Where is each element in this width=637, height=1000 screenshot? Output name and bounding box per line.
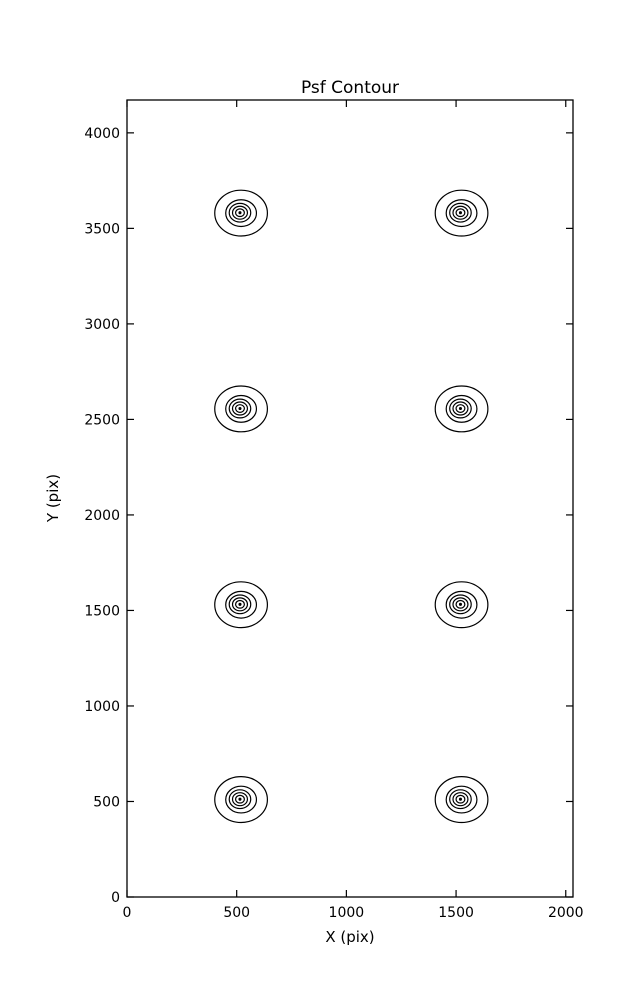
contour-cluster — [434, 776, 489, 824]
contour-ring — [445, 394, 478, 423]
psf-core-dot — [458, 406, 462, 411]
y-tick-label: 500 — [93, 794, 120, 810]
y-tick-label: 1500 — [84, 603, 120, 619]
contour-ring — [234, 404, 245, 413]
contour-cluster — [214, 189, 269, 237]
psf-core-dot — [238, 602, 242, 606]
contour-ring — [449, 202, 472, 223]
contour-ring — [231, 597, 249, 612]
y-tick-label: 0 — [111, 890, 120, 906]
contour-ring — [225, 394, 258, 423]
y-tick-label: 4000 — [84, 126, 120, 142]
psf-core-dot — [458, 211, 462, 215]
contour-ring — [231, 401, 249, 416]
contour-ring — [228, 789, 252, 810]
contour-ring — [434, 385, 489, 433]
y-tick-label: 1000 — [84, 699, 120, 715]
contour-ring — [445, 199, 478, 228]
contour-ring — [434, 776, 489, 824]
contour-ring — [434, 581, 489, 629]
contour-ring — [225, 590, 258, 619]
x-tick-label: 2000 — [548, 905, 584, 921]
y-tick-label: 3000 — [84, 317, 120, 333]
x-tick-label: 1500 — [438, 905, 474, 921]
contour-cluster — [434, 581, 489, 629]
contour-ring — [228, 594, 252, 615]
x-tick-label: 0 — [123, 905, 132, 921]
contour-ring — [214, 385, 269, 433]
contour-ring — [449, 789, 472, 810]
psf-core-dot — [238, 406, 242, 411]
contour-cluster — [214, 776, 269, 824]
contour-ring — [455, 599, 466, 609]
axis-ticks: 0 500 1000 1500 2000 0 500 1000 1500 2000 2500 3000… — [84, 100, 584, 921]
contour-ring — [234, 208, 245, 218]
contour-ring — [452, 401, 469, 416]
y-tick-label: 2500 — [84, 412, 120, 428]
contour-ring — [214, 189, 269, 237]
y-axis-label: Y (pix) — [44, 474, 62, 523]
contour-ring — [228, 202, 252, 223]
contour-ring — [452, 792, 469, 807]
contour-ring — [225, 785, 258, 814]
contour-ring — [234, 599, 245, 609]
psf-core-dot — [238, 211, 242, 215]
contour-ring — [445, 785, 478, 814]
contour-cluster — [214, 581, 269, 629]
y-tick-label: 2000 — [84, 508, 120, 524]
plot-title: Psf Contour — [301, 78, 399, 98]
contour-ring — [434, 189, 489, 237]
x-tick-label: 1000 — [329, 905, 365, 921]
plot-frame — [126, 99, 574, 898]
contour-ring — [452, 597, 469, 612]
contour-ring — [455, 208, 466, 218]
contour-ring — [455, 404, 466, 413]
psf-core-dot — [238, 797, 242, 801]
contour-ring — [449, 398, 472, 419]
contour-cluster — [434, 385, 489, 433]
contour-ring — [214, 776, 269, 824]
contour-ring — [234, 794, 245, 804]
contour-ring — [214, 581, 269, 629]
contour-ring — [455, 794, 466, 804]
contour-ring — [231, 792, 249, 807]
psf-core-dot — [458, 797, 462, 801]
contour-clusters — [214, 189, 489, 824]
contour-ring — [452, 205, 469, 220]
contour-ring — [449, 594, 472, 615]
contour-ring — [445, 590, 478, 619]
contour-ring — [231, 205, 249, 220]
psf-core-dot — [458, 602, 462, 606]
x-axis-label: X (pix) — [325, 928, 374, 946]
x-tick-label: 500 — [223, 905, 250, 921]
contour-ring — [225, 199, 258, 228]
contour-cluster — [434, 189, 489, 237]
contour-ring — [228, 398, 252, 419]
y-tick-label: 3500 — [84, 221, 120, 237]
contour-cluster — [214, 385, 269, 433]
